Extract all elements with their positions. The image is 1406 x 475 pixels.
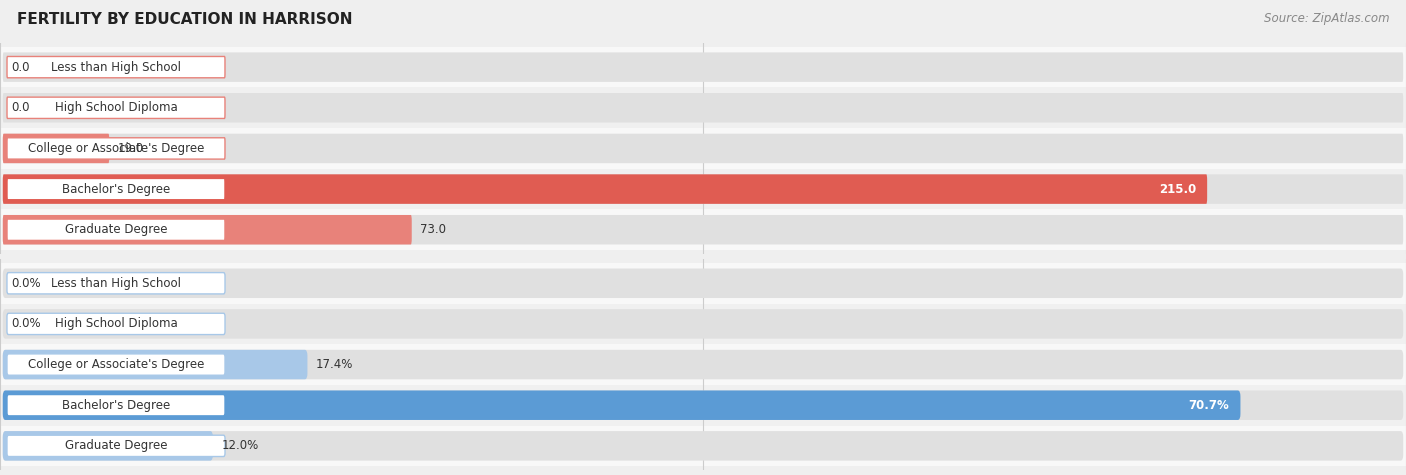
FancyBboxPatch shape [3,174,1403,204]
Text: High School Diploma: High School Diploma [55,101,177,114]
Text: 0.0: 0.0 [11,61,30,74]
Bar [0,426,1406,466]
Bar [0,169,1406,209]
FancyBboxPatch shape [3,431,212,461]
Bar [0,87,1406,128]
FancyBboxPatch shape [7,97,225,118]
FancyBboxPatch shape [7,273,225,294]
Text: Less than High School: Less than High School [51,61,181,74]
Text: Less than High School: Less than High School [51,277,181,290]
FancyBboxPatch shape [7,395,225,416]
Text: 0.0: 0.0 [11,101,30,114]
Text: Bachelor's Degree: Bachelor's Degree [62,182,170,196]
Bar [0,304,1406,344]
FancyBboxPatch shape [7,179,225,200]
FancyBboxPatch shape [3,174,1208,204]
Text: College or Associate's Degree: College or Associate's Degree [28,142,204,155]
FancyBboxPatch shape [7,313,225,334]
Text: 70.7%: 70.7% [1188,399,1229,412]
FancyBboxPatch shape [7,57,225,78]
Text: Graduate Degree: Graduate Degree [65,223,167,236]
FancyBboxPatch shape [3,309,1403,339]
Text: 19.0: 19.0 [118,142,143,155]
Bar [0,385,1406,426]
Text: Bachelor's Degree: Bachelor's Degree [62,399,170,412]
Bar [0,344,1406,385]
Text: Source: ZipAtlas.com: Source: ZipAtlas.com [1264,12,1389,25]
Text: 0.0%: 0.0% [11,277,41,290]
FancyBboxPatch shape [3,350,1403,380]
FancyBboxPatch shape [7,219,225,240]
FancyBboxPatch shape [7,435,225,456]
FancyBboxPatch shape [3,215,412,245]
FancyBboxPatch shape [3,133,1403,163]
FancyBboxPatch shape [3,93,1403,123]
Text: High School Diploma: High School Diploma [55,317,177,331]
FancyBboxPatch shape [3,215,1403,245]
FancyBboxPatch shape [3,52,1403,82]
FancyBboxPatch shape [3,133,110,163]
FancyBboxPatch shape [3,390,1240,420]
Text: 215.0: 215.0 [1159,182,1197,196]
Text: FERTILITY BY EDUCATION IN HARRISON: FERTILITY BY EDUCATION IN HARRISON [17,12,353,27]
Text: Graduate Degree: Graduate Degree [65,439,167,452]
Bar [0,47,1406,87]
Text: 12.0%: 12.0% [221,439,259,452]
FancyBboxPatch shape [7,138,225,159]
Text: College or Associate's Degree: College or Associate's Degree [28,358,204,371]
FancyBboxPatch shape [3,431,1403,461]
FancyBboxPatch shape [3,390,1403,420]
FancyBboxPatch shape [3,268,1403,298]
Text: 0.0%: 0.0% [11,317,41,331]
FancyBboxPatch shape [3,350,308,380]
Bar [0,128,1406,169]
Text: 73.0: 73.0 [420,223,446,236]
Text: 17.4%: 17.4% [316,358,353,371]
Bar [0,209,1406,250]
Bar [0,263,1406,304]
FancyBboxPatch shape [7,354,225,375]
